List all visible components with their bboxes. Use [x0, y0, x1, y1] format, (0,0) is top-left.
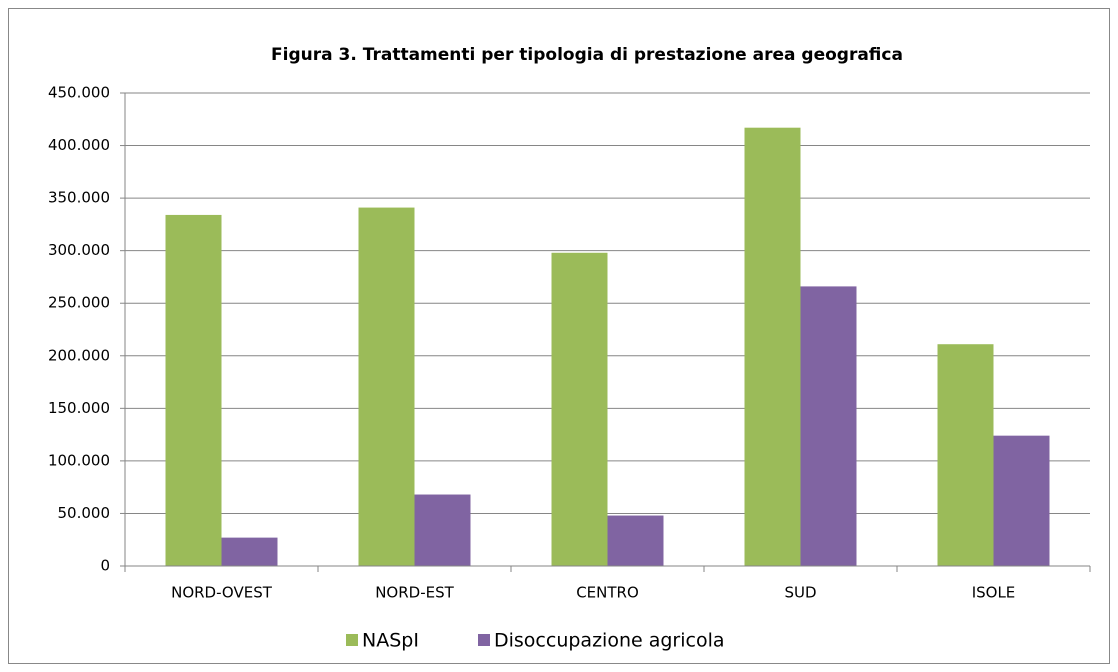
x-tick-label: ISOLE: [972, 584, 1016, 602]
legend-label: NASpI: [362, 630, 419, 652]
bar: [607, 515, 664, 566]
y-tick-label: 150.000: [48, 399, 110, 417]
y-tick-label: 350.000: [48, 189, 110, 207]
y-tick-label: 50.000: [58, 504, 111, 522]
chart-title: Figura 3. Trattamenti per tipologia di p…: [271, 45, 903, 65]
legend-label: Disoccupazione agricola: [494, 630, 725, 652]
y-tick-label: 450.000: [48, 84, 110, 102]
bar: [221, 537, 278, 566]
y-tick-label: 400.000: [48, 136, 110, 154]
bar: [358, 207, 415, 566]
x-tick-label: CENTRO: [576, 584, 639, 602]
bar: [993, 435, 1050, 566]
legend-swatch: [478, 634, 490, 646]
bar: [800, 286, 857, 566]
y-tick-label: 250.000: [48, 294, 110, 312]
x-tick-label: SUD: [784, 584, 816, 602]
bar: [414, 494, 471, 566]
y-tick-label: 200.000: [48, 346, 110, 364]
bar: [551, 252, 608, 566]
bar: [165, 214, 222, 566]
x-tick-label: NORD-OVEST: [171, 584, 273, 602]
y-tick-label: 0: [100, 557, 110, 575]
bar: [937, 344, 994, 566]
bar: [744, 127, 801, 566]
x-tick-label: NORD-EST: [375, 584, 454, 602]
legend-swatch: [346, 634, 358, 646]
y-tick-label: 100.000: [48, 451, 110, 469]
y-tick-label: 300.000: [48, 241, 110, 259]
